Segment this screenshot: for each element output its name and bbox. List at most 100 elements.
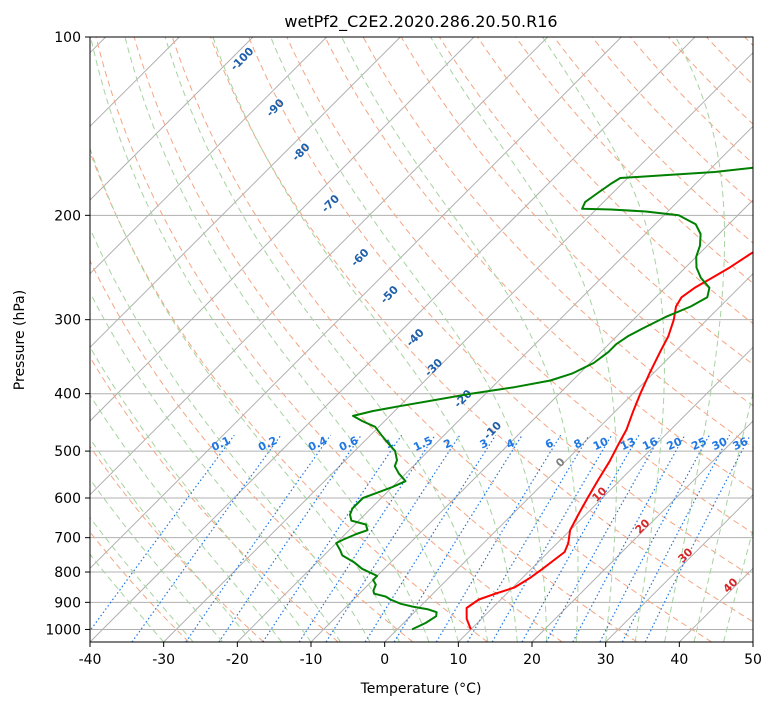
mixing-ratio-line bbox=[521, 434, 640, 642]
dry-adiabat-line bbox=[744, 37, 753, 47]
dry-adiabat-line bbox=[90, 259, 414, 642]
moist-adiabat-line bbox=[90, 478, 223, 642]
moist-adiabat-label: 30 bbox=[676, 545, 696, 565]
mixing-ratio-label: 2 bbox=[442, 436, 454, 451]
mixing-ratio-line bbox=[364, 434, 497, 642]
mixing-ratio-line bbox=[572, 434, 686, 642]
dry-adiabat-line bbox=[133, 37, 638, 642]
dry-adiabat-line bbox=[400, 37, 753, 407]
isotherm-line bbox=[90, 37, 475, 422]
temperature-profile-line bbox=[465, 251, 753, 630]
dry-adiabat-line bbox=[210, 37, 753, 623]
plot-area: 0.1 0.2 0.4 0.6 1 1.5 2 3 4 6 8 10 13 16 20 25 30 36-100-… bbox=[90, 37, 753, 642]
moist-adiabat-line bbox=[723, 528, 753, 642]
moist-adiabat-line bbox=[90, 437, 253, 642]
isotherm-line bbox=[90, 37, 401, 349]
plot-frame bbox=[89, 36, 754, 643]
dry-adiabat-line bbox=[90, 531, 190, 642]
moist-adiabat-line bbox=[212, 37, 518, 642]
dry-adiabat-line bbox=[90, 445, 264, 642]
moist-adiabat-line bbox=[124, 37, 459, 642]
y-tick-label: 200 bbox=[54, 208, 81, 224]
moist-adiabat-line bbox=[164, 37, 489, 642]
dry-adiabat-line bbox=[591, 37, 753, 204]
mixing-ratio-line bbox=[466, 434, 590, 642]
dry-adiabat-line bbox=[515, 37, 753, 284]
mixing-ratio-label: 13 bbox=[618, 435, 637, 453]
mixing-ratio-line bbox=[298, 434, 436, 642]
dry-adiabat-line bbox=[706, 37, 753, 86]
dry-adiabat-line bbox=[477, 37, 753, 325]
isotherm-line bbox=[457, 346, 753, 642]
mixing-ratio-line bbox=[644, 434, 751, 642]
dry-adiabat-line bbox=[90, 150, 488, 642]
x-tick-label: -10 bbox=[300, 652, 323, 668]
dry-adiabat-label: -90 bbox=[264, 96, 287, 119]
x-tick-label: -40 bbox=[79, 652, 102, 668]
y-tick-label: 900 bbox=[54, 595, 81, 611]
dry-adiabat-label: -20 bbox=[451, 387, 474, 410]
moist-adiabat-line bbox=[693, 390, 753, 642]
isotherm-line bbox=[310, 199, 753, 642]
isotherm-line bbox=[752, 641, 753, 642]
x-axis: -40 -30 -20 -10 0 10 20 30 40 50 bbox=[79, 642, 762, 668]
mixing-ratio-line bbox=[325, 434, 461, 642]
mixing-ratio-label: 10 bbox=[591, 435, 611, 453]
isotherm-line bbox=[90, 37, 622, 570]
mixing-ratio-label: 6 bbox=[543, 436, 556, 451]
moist-adiabat-line bbox=[90, 291, 341, 642]
x-tick-label: 0 bbox=[380, 652, 389, 668]
isotherm-line bbox=[90, 37, 328, 275]
y-tick-label: 700 bbox=[54, 531, 81, 547]
y-tick-label: 1000 bbox=[45, 622, 81, 638]
mixing-ratio-label: 16 bbox=[640, 435, 660, 453]
moist-adiabat-line bbox=[430, 37, 617, 642]
mixing-ratio-lines bbox=[90, 434, 751, 642]
mixing-ratio-line bbox=[131, 434, 282, 642]
dewpoint-profile-line bbox=[335, 166, 753, 631]
isotherm-line bbox=[531, 420, 753, 642]
mixing-ratio-label: 36 bbox=[731, 435, 751, 453]
moist-adiabat-line bbox=[90, 516, 194, 642]
mixing-ratio-line bbox=[621, 434, 731, 642]
dry-adiabat-label: -30 bbox=[422, 356, 445, 379]
dry-adiabat-label: -70 bbox=[319, 192, 342, 215]
mixing-ratio-line bbox=[491, 434, 613, 642]
y-axis: 100 200 300 400 500 600 700 800 900 1000 bbox=[45, 30, 90, 638]
dry-adiabat-line bbox=[248, 37, 753, 578]
mixing-ratio-label: 30 bbox=[710, 435, 730, 453]
isotherm-line bbox=[90, 37, 696, 642]
x-tick-label: 20 bbox=[523, 652, 541, 668]
dry-adiabat-line bbox=[171, 37, 712, 642]
x-tick-label: -20 bbox=[226, 652, 249, 668]
y-tick-label: 400 bbox=[54, 387, 81, 403]
moist-adiabat-line bbox=[90, 394, 282, 642]
dry-adiabats bbox=[90, 37, 753, 642]
mixing-ratio-line bbox=[262, 434, 403, 642]
chart-title: wetPf2_C2E2.2020.286.20.50.R16 bbox=[284, 12, 557, 32]
x-tick-label: 40 bbox=[670, 652, 688, 668]
mixing-ratio-line bbox=[599, 434, 710, 642]
moist-adiabats bbox=[90, 37, 753, 642]
isotherm-line bbox=[384, 272, 753, 642]
moist-adiabat-line bbox=[542, 37, 665, 642]
isobar-grid bbox=[90, 37, 753, 630]
moist-adiabat-line bbox=[90, 227, 371, 642]
dry-adiabat-line bbox=[324, 37, 753, 491]
dry-adiabat-label: -40 bbox=[404, 326, 427, 349]
moist-adiabat-line bbox=[90, 37, 430, 642]
y-axis-title: Pressure (hPa) bbox=[12, 290, 28, 390]
isotherm-line bbox=[236, 125, 753, 642]
profile-series bbox=[335, 166, 753, 631]
dry-adiabat-label: -100 bbox=[228, 44, 257, 73]
isotherm-line bbox=[90, 37, 549, 496]
moist-adiabat-label: 20 bbox=[633, 516, 653, 536]
isotherm-line bbox=[90, 37, 254, 201]
mixing-ratio-line bbox=[545, 434, 662, 642]
moist-adiabat-line bbox=[664, 37, 726, 642]
y-tick-label: 300 bbox=[54, 313, 81, 329]
dry-adiabat-label: -60 bbox=[348, 246, 371, 269]
dry-adiabat-label: -50 bbox=[378, 283, 401, 306]
x-tick-label: -30 bbox=[152, 652, 175, 668]
